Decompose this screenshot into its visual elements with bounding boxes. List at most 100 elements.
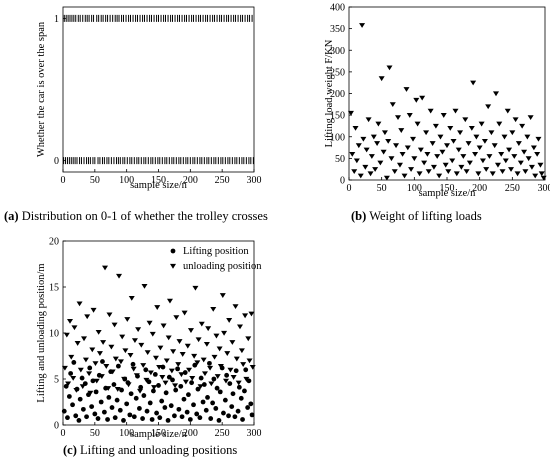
chart-b-series-1-point: [380, 149, 387, 155]
chart-c-series-2-point: [232, 304, 239, 310]
chart-b-series-1-point: [444, 143, 450, 149]
chart-c-series-1-point: [198, 375, 204, 381]
chart-c-x-axis-label: sample size/n: [130, 429, 188, 440]
chart-b-series-1-point: [437, 134, 444, 140]
chart-c-series-2-point: [157, 345, 164, 351]
chart-b-series-1-point: [404, 145, 411, 151]
chart-b-series-1-point: [406, 113, 413, 118]
chart-c-series-2-point: [102, 265, 109, 271]
chart-b-series-1-point: [502, 158, 509, 164]
chart-c-series-1-point: [238, 395, 244, 401]
chart-c-series-2-point: [137, 388, 144, 394]
chart-c-series-2-point: [210, 306, 217, 312]
chart-b-series-1-point: [462, 117, 469, 123]
chart-c-series-2-point: [146, 320, 153, 326]
chart-b-series-1-point: [528, 164, 535, 170]
chart-c-series-2-point: [79, 384, 86, 390]
chart-b-series-1-point: [403, 87, 410, 92]
chart-b-series-1-point: [530, 145, 537, 151]
chart-c-series-1-point: [144, 408, 150, 414]
chart-b-series-1-point: [421, 160, 428, 166]
chart-c-x-tick-label: 300: [247, 428, 262, 439]
chart-b-series-1-point: [410, 136, 417, 142]
chart-a-x-tick-label: 200: [183, 175, 198, 186]
chart-b-series-1-point: [398, 128, 405, 133]
chart-c-panel: 0 50 100 150 200 250 300 0 5 10 15 20 sample size/n L…: [36, 237, 262, 441]
chart-b-series-1-point: [457, 130, 464, 136]
chart-b-series-1-point: [374, 141, 381, 146]
chart-c-series-2-point: [219, 293, 226, 298]
chart-b-series-1-point: [430, 164, 437, 170]
chart-c-series-2-point: [208, 381, 215, 387]
caption-c-text: Lifting and unloading positions: [80, 443, 238, 457]
chart-b-series-1-point: [524, 134, 531, 140]
chart-c-series-1-point: [191, 402, 196, 408]
chart-c-series-2-point: [213, 333, 220, 339]
chart-b-series-1-point: [417, 147, 424, 153]
chart-b-series-1-point: [429, 141, 436, 146]
chart-c-x-tick-label: 100: [119, 428, 134, 439]
chart-b-series-1-point: [481, 138, 488, 144]
chart-c-series-1-point: [233, 368, 239, 374]
chart-c-series-2-point: [90, 307, 97, 313]
chart-b-series-1-point: [347, 110, 354, 116]
chart-b-plot-frame: [348, 6, 546, 181]
chart-c-series-2-point: [141, 283, 148, 289]
chart-a-x-tick-label: 100: [119, 175, 134, 186]
chart-c-series-1-point: [160, 364, 166, 370]
chart-c-series-1-point: [100, 359, 105, 364]
chart-b-series-1-point: [466, 160, 473, 166]
chart-c-series-1-point: [242, 388, 247, 394]
chart-b-series-1-point: [534, 151, 541, 157]
chart-b-series-1-point: [359, 23, 366, 28]
chart-c-series-1-point: [124, 401, 130, 407]
caption-a: (a) Distribution on 0-1 of whether the t…: [4, 209, 268, 223]
chart-b-series-1-point: [504, 108, 511, 114]
chart-c-series-2-point: [222, 378, 229, 384]
chart-c-series-2-point: [246, 358, 253, 364]
chart-c-series-1-point: [243, 367, 249, 373]
chart-b-series-1-point: [493, 91, 499, 97]
chart-c-series-1-point: [195, 386, 201, 392]
chart-c-series-2-point: [227, 367, 234, 373]
chart-b-series-1-point: [365, 117, 372, 123]
chart-b-series-1-point: [512, 117, 519, 123]
chart-b-series-1-point: [540, 175, 547, 181]
chart-c-series-1-point: [133, 395, 139, 401]
chart-b-series-1-point: [353, 158, 360, 164]
chart-c-series-2-point: [133, 373, 140, 379]
chart-b-series-1-point: [465, 141, 472, 146]
chart-c-series-2-point: [181, 310, 188, 316]
chart-b-series-1-point: [494, 162, 501, 168]
chart-c-series-2-point: [216, 346, 223, 352]
chart-b-y-tick-label: 300: [330, 46, 345, 57]
chart-c-series-2-point: [226, 318, 233, 323]
chart-c-series-2-point: [109, 369, 116, 375]
chart-b-series-1-point: [413, 97, 420, 103]
chart-c-y-tick-label: 20: [49, 237, 59, 248]
chart-b-series-1-point: [475, 171, 482, 177]
caption-c: (c) Lifting and unloading positions: [63, 443, 237, 457]
chart-b-series-1-point: [368, 154, 375, 159]
chart-c-series-1-point: [197, 415, 203, 421]
chart-c-series-2-point: [217, 364, 224, 369]
caption-b: (b) Weight of lifting loads: [351, 209, 482, 223]
chart-b-series-1-point: [532, 173, 539, 179]
chart-b-series-1-point: [468, 126, 475, 131]
chart-a-x-tick-label: 50: [90, 175, 100, 186]
chart-c-series-1-point: [77, 396, 83, 402]
chart-b-y-axis-label: Lifting load weight F/KN: [324, 39, 335, 147]
chart-c-series-1-point: [205, 395, 210, 400]
chart-c-series-1-point: [159, 398, 165, 404]
chart-a-x-axis-label: sample size/n: [130, 180, 188, 191]
chart-b-series-1-point: [399, 151, 406, 157]
chart-c-series-2-point: [76, 301, 83, 307]
chart-b-series-1-point: [519, 123, 526, 129]
chart-b-panel: 0 50 100 150 200 250 300 0 50 100 150 200 250 300 350 4…: [324, 3, 550, 200]
chart-b-series-1-point: [535, 136, 542, 142]
chart-b-series-1-point: [408, 167, 415, 172]
chart-b-series-1-point: [485, 104, 492, 110]
chart-b-y-tick-label: 50: [335, 154, 345, 165]
chart-b-y-tick-label: 0: [340, 176, 345, 187]
chart-c-series-1-point: [95, 416, 101, 421]
